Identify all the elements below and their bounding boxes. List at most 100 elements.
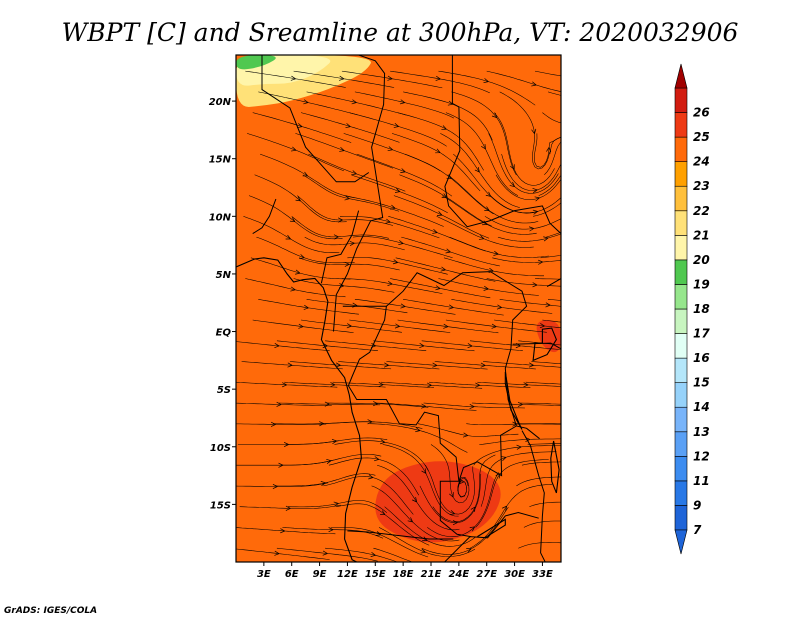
streamline (248, 195, 343, 240)
streamline (438, 70, 536, 106)
streamline-arrow (303, 99, 309, 105)
streamline-arrow (328, 527, 334, 533)
streamline-arrow (528, 226, 534, 232)
streamline (395, 257, 496, 282)
country-border (342, 305, 471, 538)
streamline (351, 174, 448, 214)
lon-tick-label: 18E (393, 569, 414, 580)
streamline-arrow (493, 250, 499, 256)
country-border (333, 55, 386, 332)
streamline-arrow (564, 541, 569, 546)
streamline-arrow (469, 404, 475, 410)
streamline (421, 340, 523, 351)
streamline-arrow (448, 304, 454, 310)
streamline (241, 361, 343, 370)
streamline-arrow (290, 75, 296, 81)
coastline (236, 257, 362, 562)
colorbar-label: 7 (693, 523, 702, 537)
streamline (334, 440, 429, 471)
coastlines-layer (236, 257, 560, 562)
streamline (252, 319, 354, 333)
streamline-arrow (392, 259, 399, 265)
streamline-arrow (426, 382, 432, 388)
streamline-arrow (379, 510, 386, 516)
streamline-arrow (380, 439, 386, 445)
streamline-arrow (400, 303, 406, 309)
streamline (349, 112, 447, 147)
streamline (236, 341, 330, 352)
streamline (328, 457, 420, 496)
colorbar-label: 15 (693, 376, 710, 390)
streamline (482, 361, 561, 368)
streamline-arrow (436, 211, 443, 216)
streamline (250, 257, 351, 280)
colorbar-label: 20 (693, 253, 710, 267)
wbpt-region (236, 55, 276, 70)
map-frame (235, 54, 562, 563)
colorbar-label: 12 (693, 449, 710, 463)
lat-tick-label: 10N (209, 212, 232, 223)
streamline-arrow (545, 302, 551, 308)
streamline-arrow (531, 128, 537, 134)
colorbar-label: 14 (693, 400, 710, 414)
streamline-arrow (372, 401, 378, 407)
streamline-arrow (290, 286, 296, 292)
streamline-arrow (400, 168, 406, 173)
coastline (532, 327, 558, 362)
streamline-arrow (421, 468, 427, 474)
map-title: WBPT [C] and Sreamline at 300hPa, VT: 20… (62, 18, 739, 47)
streamline (533, 202, 561, 217)
streamline-arrow (331, 439, 337, 445)
streamline (397, 112, 484, 171)
streamline (254, 174, 347, 223)
streamline (490, 195, 561, 214)
streamline (299, 257, 400, 271)
lat-tick-label: EQ (216, 328, 232, 339)
colorbar-label: 18 (693, 302, 710, 316)
streamline (286, 437, 388, 445)
lon-tick-label: 6E (285, 569, 299, 580)
streamline (236, 381, 338, 388)
streamline-arrow (387, 280, 393, 286)
streamline-arrow (417, 561, 423, 562)
streamline-arrow (532, 282, 538, 288)
streamline (429, 381, 531, 388)
streamline (369, 423, 468, 453)
streamline (347, 257, 448, 275)
streamline-arrow (482, 220, 488, 226)
streamline (419, 473, 482, 523)
streamline-arrow (394, 323, 400, 329)
streamline (403, 91, 493, 141)
streamline-arrow (299, 254, 305, 259)
streamline (486, 278, 561, 287)
streamline-arrow (474, 167, 480, 173)
streamline (391, 133, 481, 192)
lat-tick-label: 15S (210, 500, 231, 511)
streamline (397, 319, 499, 334)
streamline-arrow (528, 362, 534, 368)
streamline-arrow (345, 123, 351, 129)
streamline-arrow (367, 419, 373, 425)
streamline (345, 195, 444, 227)
streamline-arrow (483, 78, 489, 84)
streamline-arrow (390, 204, 396, 210)
streamline (542, 319, 561, 323)
country-border (261, 55, 370, 183)
streamline (291, 216, 389, 239)
streamline (486, 70, 561, 92)
streamline-arrow (285, 234, 291, 240)
streamline (236, 548, 330, 560)
streamline-arrow (537, 259, 543, 265)
country-border (458, 425, 517, 482)
streamline (300, 319, 402, 333)
streamline-arrow (346, 323, 352, 329)
streamline-arrow (435, 75, 441, 81)
streamline-arrow (516, 444, 522, 450)
map-plot: 3E 6E 9E 12E 15E 18E 21E 24E 27E 30E 33E 20N 15N 10N 5… (209, 54, 569, 580)
colorbar-label: 13 (693, 425, 710, 439)
streamline-arrow (443, 323, 449, 329)
colorbar-segment (674, 406, 688, 433)
streamline (451, 91, 517, 176)
streamline-arrow (491, 112, 498, 119)
